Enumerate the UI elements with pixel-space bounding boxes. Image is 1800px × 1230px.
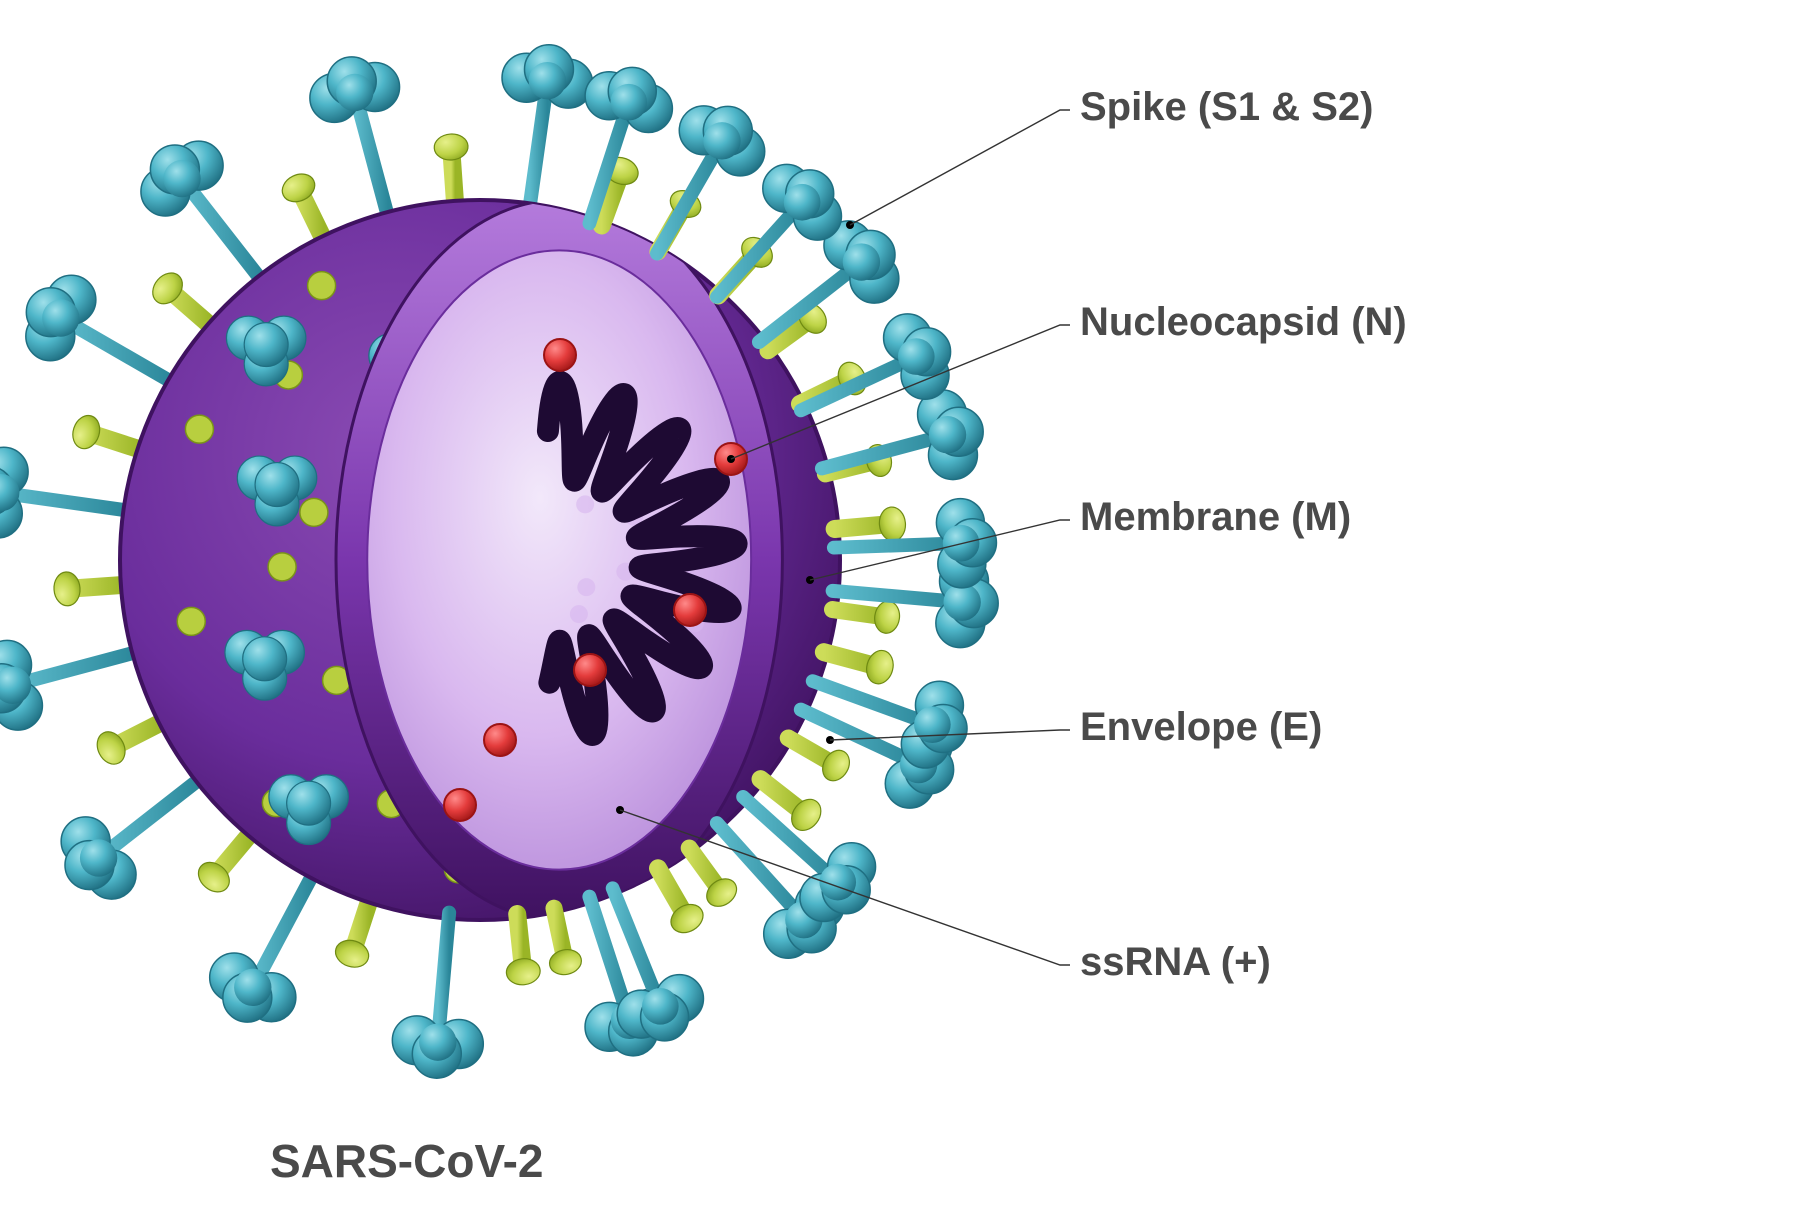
- diagram-stage: Spike (S1 & S2) Nucleocapsid (N) Membrane …: [0, 0, 1800, 1230]
- envelope-protein: [835, 506, 907, 542]
- envelope-protein: [92, 722, 163, 769]
- spike: [759, 221, 899, 342]
- spike: [26, 275, 174, 383]
- envelope-protein: [658, 868, 708, 938]
- spike: [61, 778, 201, 899]
- nucleocapsid-bead: [674, 594, 706, 626]
- interior-cutaway: [336, 200, 782, 920]
- nucleocapsid-bead: [574, 654, 606, 686]
- envelope-protein: [433, 133, 469, 205]
- membrane-dot: [308, 272, 336, 300]
- spike: [502, 45, 593, 210]
- spike: [0, 640, 138, 730]
- callout-label: ssRNA (+): [1080, 940, 1271, 985]
- spike: [210, 873, 314, 1023]
- spike: [834, 499, 997, 588]
- envelope-protein: [788, 738, 854, 786]
- callout-label: Envelope (E): [1080, 705, 1322, 750]
- spike: [0, 447, 129, 538]
- spike: [310, 57, 400, 218]
- callout-label: Membrane (M): [1080, 495, 1351, 540]
- nucleocapsid-bead: [484, 724, 516, 756]
- diagram-title: SARS-CoV-2: [270, 1134, 543, 1188]
- membrane-dot: [177, 607, 205, 635]
- spike: [392, 913, 483, 1079]
- spike: [657, 106, 765, 254]
- envelope-protein: [689, 848, 742, 912]
- spike: [141, 141, 262, 281]
- envelope-protein: [547, 908, 584, 977]
- envelope-protein: [193, 833, 252, 898]
- membrane-dot: [268, 553, 296, 581]
- virus-diagram-svg: [0, 0, 1800, 1230]
- nucleocapsid-bead: [544, 339, 576, 371]
- envelope-protein: [833, 600, 902, 635]
- envelope-protein: [505, 914, 541, 986]
- envelope-protein: [332, 899, 372, 972]
- envelope-protein: [824, 647, 897, 686]
- membrane-dot: [185, 415, 213, 443]
- envelope-protein: [278, 169, 324, 240]
- spike: [585, 67, 672, 223]
- spike: [717, 164, 842, 296]
- envelope-protein: [69, 412, 142, 452]
- membrane-dot: [300, 498, 328, 526]
- envelope-protein: [147, 267, 212, 326]
- leader-line: [850, 110, 1070, 225]
- nucleocapsid-bead: [444, 789, 476, 821]
- callout-label: Nucleocapsid (N): [1080, 300, 1407, 345]
- spike: [822, 390, 983, 480]
- callout-label: Spike (S1 & S2): [1080, 85, 1373, 130]
- envelope-protein: [53, 571, 125, 607]
